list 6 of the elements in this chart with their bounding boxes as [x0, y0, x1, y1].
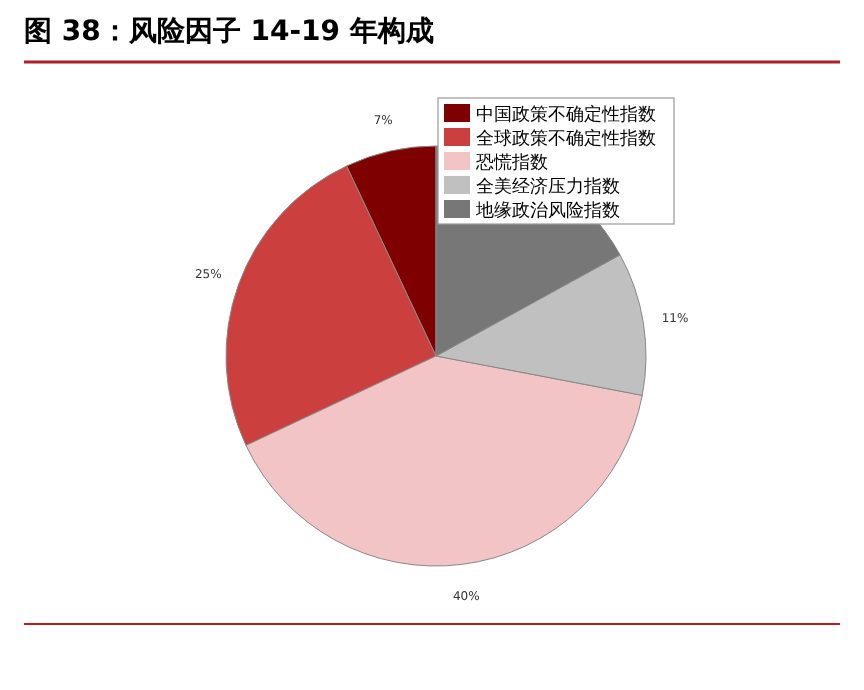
legend-label: 全美经济压力指数 — [476, 176, 620, 198]
legend-label: 全球政策不确定性指数 — [476, 128, 656, 150]
legend-label: 地缘政治风险指数 — [474, 200, 620, 222]
chart-title: 图 38：风险因子 14-19 年构成 — [24, 16, 434, 48]
legend-label: 恐慌指数 — [474, 152, 548, 174]
legend-label: 中国政策不确定性指数 — [476, 104, 656, 126]
